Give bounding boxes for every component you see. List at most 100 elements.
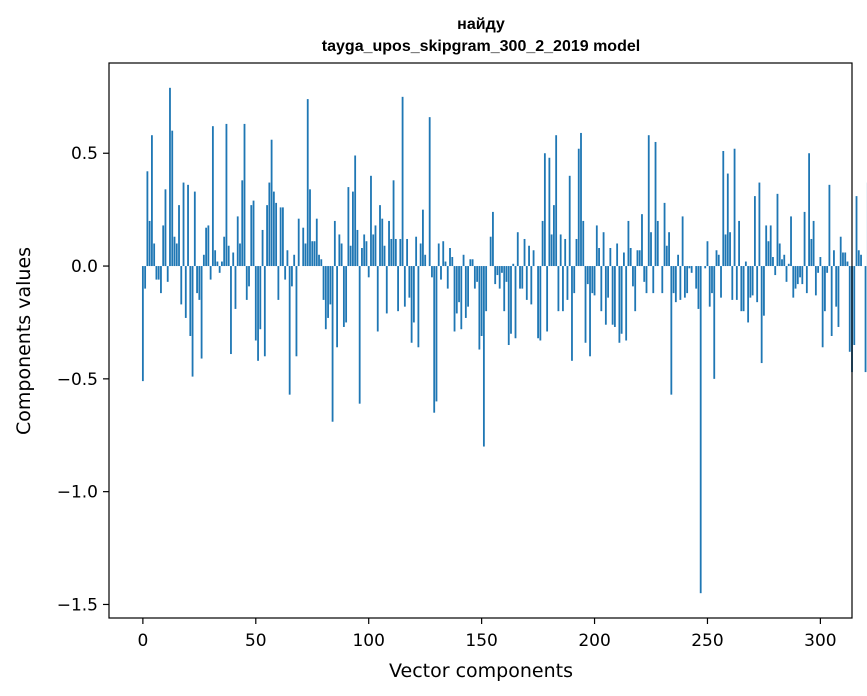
bar	[539, 266, 542, 341]
bar	[257, 266, 259, 361]
bar	[525, 266, 528, 300]
bar	[591, 266, 594, 294]
bar	[821, 266, 824, 348]
bar	[388, 220, 390, 267]
bar	[492, 211, 494, 267]
bar	[641, 214, 643, 267]
bar	[523, 238, 526, 267]
bar	[295, 266, 298, 357]
x-tick-label: 50	[245, 631, 267, 651]
x-tick-label: 300	[804, 631, 836, 651]
bar	[261, 229, 264, 267]
bar	[157, 266, 160, 280]
bar	[837, 266, 840, 327]
y-tick-label: −0.5	[57, 370, 98, 390]
bar	[844, 252, 847, 267]
bar	[609, 248, 612, 267]
bar	[333, 220, 336, 267]
bar	[198, 266, 201, 300]
bar	[557, 266, 560, 312]
bar	[758, 182, 761, 267]
x-tick-label: 0	[137, 631, 148, 651]
bar	[564, 238, 567, 267]
bar	[291, 266, 293, 287]
bar	[652, 266, 655, 294]
bar	[686, 266, 689, 294]
bar	[670, 266, 673, 395]
bar	[288, 266, 291, 395]
bar	[674, 266, 677, 303]
bar	[372, 234, 375, 267]
bar	[600, 266, 603, 312]
bar	[704, 266, 707, 269]
bar	[412, 266, 415, 323]
bar	[598, 248, 600, 267]
bar	[819, 257, 822, 267]
bar	[595, 225, 598, 267]
bar	[532, 250, 535, 267]
bar	[189, 266, 192, 336]
bar	[254, 266, 257, 341]
bar	[221, 261, 223, 267]
bar	[589, 266, 591, 357]
bar	[248, 266, 250, 287]
bar	[593, 266, 596, 296]
bar	[781, 259, 783, 267]
bar	[473, 266, 476, 289]
bar	[550, 234, 553, 267]
bar	[618, 266, 621, 343]
bar	[842, 252, 844, 267]
bar	[178, 205, 180, 267]
bar	[602, 232, 605, 267]
bar	[211, 126, 214, 267]
bar	[855, 196, 858, 267]
bar	[555, 135, 558, 267]
bar	[403, 266, 406, 307]
bar	[367, 266, 370, 278]
bar	[613, 266, 616, 327]
bar	[471, 259, 474, 267]
bar	[453, 266, 456, 332]
bar	[810, 238, 813, 267]
bar	[580, 132, 582, 267]
bar	[173, 236, 176, 267]
bar	[738, 220, 740, 267]
bar	[571, 266, 573, 361]
bar	[634, 266, 637, 312]
bar	[442, 241, 445, 267]
bar	[444, 261, 447, 267]
bar	[760, 266, 763, 364]
bar	[406, 238, 409, 267]
bar	[582, 220, 585, 267]
bar	[329, 266, 332, 305]
bar	[419, 243, 422, 267]
bar	[751, 266, 754, 296]
bar	[611, 266, 614, 325]
bar	[519, 266, 521, 289]
bar	[857, 250, 860, 267]
bar	[234, 266, 237, 309]
bar	[363, 234, 366, 267]
bar	[665, 245, 668, 267]
bar	[668, 232, 670, 267]
bar	[514, 266, 517, 339]
bar	[562, 266, 564, 312]
bar	[207, 225, 210, 267]
bar	[376, 266, 379, 332]
bar	[731, 266, 734, 300]
bar	[184, 266, 187, 318]
bar	[503, 266, 506, 312]
bar	[794, 266, 797, 289]
bar	[654, 141, 657, 267]
bar	[331, 266, 334, 422]
bar	[230, 266, 232, 355]
bar	[824, 266, 826, 312]
bar	[747, 266, 750, 323]
bar	[726, 173, 729, 267]
bar	[354, 155, 357, 267]
bar	[636, 250, 639, 267]
bar	[180, 266, 183, 305]
bar	[801, 266, 804, 285]
bar	[485, 266, 488, 312]
bar	[433, 266, 436, 413]
